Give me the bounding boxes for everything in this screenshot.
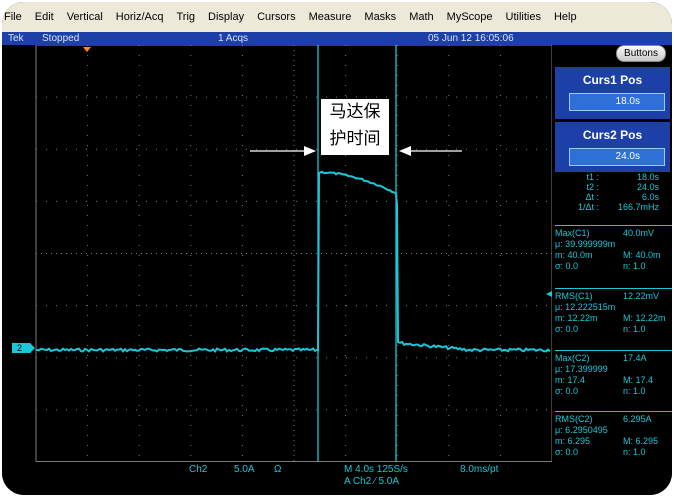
meas-mean: μ: 17.399999 [555, 364, 608, 374]
t2-label: t2 : [586, 182, 599, 192]
curs1-pos-box[interactable]: Curs1 Pos 18.0s [555, 67, 670, 119]
meas-max: M: 12.22m [623, 313, 666, 323]
meas-title: RMS(C2) [555, 414, 593, 424]
meas-count: n: 1.0 [623, 447, 646, 457]
arrow-right-icon [304, 146, 316, 156]
menu-utilities[interactable]: Utilities [505, 11, 541, 23]
menu-vertical[interactable]: Vertical [66, 11, 103, 23]
meas-min: m: 12.22m [555, 313, 598, 323]
menu-myscope[interactable]: MyScope [446, 11, 493, 23]
meas-min: m: 17.4 [555, 375, 586, 385]
meas-mean: μ: 39.999999m [555, 239, 616, 249]
measurement-rms-c1[interactable]: RMS(C1) 12.22mV μ: 12.222515m m: 12.22m M:… [555, 288, 672, 352]
brand-label: Tek [8, 33, 24, 44]
meas-count: n: 1.0 [623, 324, 646, 334]
bottom-readout-bar: Ch2 5.0A Ω M 4.0s 125S/s 8.0ms/pt A Ch2 … [2, 462, 552, 495]
arrow-left-icon [399, 146, 411, 156]
menu-bar: File Edit Vertical Horiz/Acq Trig Displa… [2, 2, 672, 32]
acquisition-count: 1 Acqs [218, 33, 249, 44]
meas-max: M: 40.0m [623, 250, 661, 260]
measurement-rms-c2[interactable]: RMS(C2) 6.295A μ: 6.2950495 m: 6.295 M: 6.… [555, 411, 672, 475]
trigger-position-icon [83, 47, 91, 52]
measurement-max-c2[interactable]: Max(C2) 17.4A μ: 17.399999 m: 17.4 M: 17.4… [555, 350, 672, 414]
meas-mean: μ: 12.222515m [555, 302, 616, 312]
meas-count: n: 1.0 [623, 261, 646, 271]
meas-title: RMS(C1) [555, 291, 593, 301]
meas-min: m: 6.295 [555, 436, 591, 446]
ref-level-marker-icon [546, 291, 552, 297]
ch2-marker-arrow-icon [30, 343, 35, 353]
menu-help[interactable]: Help [553, 11, 577, 23]
date-time: 05 Jun 12 16:05:06 [428, 33, 514, 44]
meas-value: 12.22mV [623, 291, 660, 301]
curs2-value-field[interactable]: 24.0s [569, 148, 665, 166]
meas-mean: μ: 6.2950495 [555, 425, 608, 435]
meas-max: M: 6.295 [623, 436, 659, 446]
menu-math[interactable]: Math [409, 11, 434, 23]
inv-delta-t-value: 166.7mHz [617, 202, 659, 212]
graticule-svg: 2 [12, 45, 552, 462]
menu-horiz-acq[interactable]: Horiz/Acq [115, 11, 164, 23]
run-state: Stopped [42, 33, 80, 44]
menu-masks[interactable]: Masks [364, 11, 397, 23]
meas-sigma: σ: 0.0 [555, 261, 579, 271]
meas-sigma: σ: 0.0 [555, 447, 579, 457]
annotation-line-2: 护时间 [329, 129, 381, 149]
measurement-max-c1[interactable]: Max(C1) 40.0mV μ: 39.999999m m: 40.0m M: 4… [555, 225, 672, 289]
trigger-readout[interactable]: A Ch2 ∕ 5.0A [344, 476, 400, 487]
menu-display[interactable]: Display [208, 11, 245, 23]
meas-value: 6.295A [623, 414, 652, 424]
meas-title: Max(C2) [555, 353, 590, 363]
sample-interval: 8.0ms/pt [460, 464, 499, 475]
buttons-button[interactable]: Buttons [616, 45, 666, 62]
inv-delta-t-label: 1/Δt : [577, 202, 599, 212]
annotation-line-1: 马达保 [329, 102, 381, 122]
curs2-pos-box[interactable]: Curs2 Pos 24.0s [555, 122, 670, 174]
menu-cursors[interactable]: Cursors [257, 11, 296, 23]
menu-edit[interactable]: Edit [34, 11, 54, 23]
coupling-icon: Ω [274, 464, 282, 475]
t2-value: 24.0s [636, 182, 659, 192]
timebase-readout[interactable]: M 4.0s 125S/s [344, 464, 408, 475]
curs1-title: Curs1 Pos [582, 73, 643, 87]
annotation-box: 马达保 护时间 [321, 99, 389, 155]
curs1-value-field[interactable]: 18.0s [569, 93, 665, 111]
t1-value: 18.0s [636, 172, 659, 182]
meas-sigma: σ: 0.0 [555, 386, 579, 396]
cursor-readout: t1 : 18.0s t2 : 24.0s Δt : 6.0s 1/Δt : 1… [555, 172, 670, 247]
status-bar: Tek Stopped 1 Acqs 05 Jun 12 16:05:06 [2, 32, 672, 45]
menu-measure[interactable]: Measure [308, 11, 352, 23]
meas-max: M: 17.4 [623, 375, 654, 385]
ch2-marker-label: 2 [17, 343, 22, 353]
meas-value: 17.4A [623, 353, 647, 363]
ch2-ground-marker[interactable] [12, 343, 30, 353]
meas-title: Max(C1) [555, 228, 590, 238]
menu-file[interactable]: File [4, 11, 22, 23]
meas-sigma: σ: 0.0 [555, 324, 579, 334]
meas-min: m: 40.0m [555, 250, 593, 260]
meas-count: n: 1.0 [623, 386, 646, 396]
channel-label[interactable]: Ch2 [189, 464, 208, 475]
delta-t-label: Δt : [585, 192, 599, 202]
curs2-title: Curs2 Pos [582, 128, 643, 142]
graticule-grid [35, 45, 552, 462]
vertical-scale[interactable]: 5.0A [234, 464, 255, 475]
right-control-panel: Buttons Curs1 Pos 18.0s Curs2 Pos 24.0s … [552, 45, 672, 495]
delta-t-value: 6.0s [641, 192, 659, 202]
waveform-display[interactable]: 2 [2, 45, 552, 462]
t1-label: t1 : [586, 172, 599, 182]
meas-value: 40.0mV [623, 228, 655, 238]
ch2-waveform-trace [36, 170, 551, 353]
menu-trig[interactable]: Trig [176, 11, 196, 23]
